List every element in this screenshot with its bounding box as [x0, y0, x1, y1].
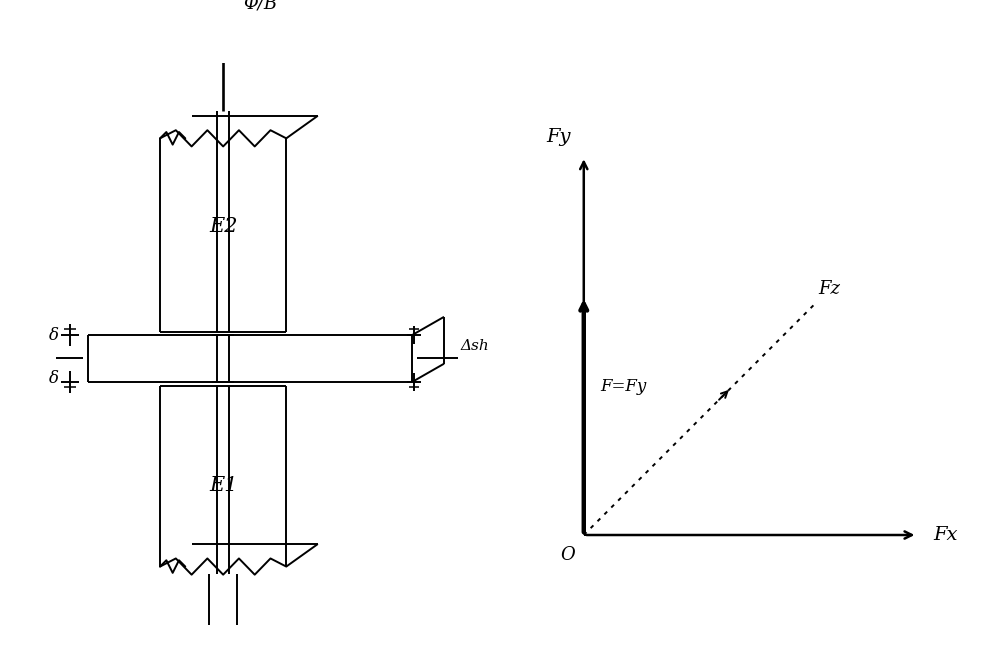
Text: Fy: Fy	[546, 127, 571, 145]
Text: δ: δ	[49, 370, 59, 386]
Text: Δsh: Δsh	[460, 339, 489, 353]
Text: Fx: Fx	[934, 526, 958, 544]
Text: δ: δ	[49, 327, 59, 344]
Text: Fz: Fz	[818, 280, 840, 298]
Text: E2: E2	[209, 216, 237, 236]
Text: E1: E1	[209, 476, 237, 495]
Text: O: O	[560, 546, 575, 564]
Text: F=Fy: F=Fy	[600, 378, 646, 395]
Text: Φ/B: Φ/B	[243, 0, 277, 12]
